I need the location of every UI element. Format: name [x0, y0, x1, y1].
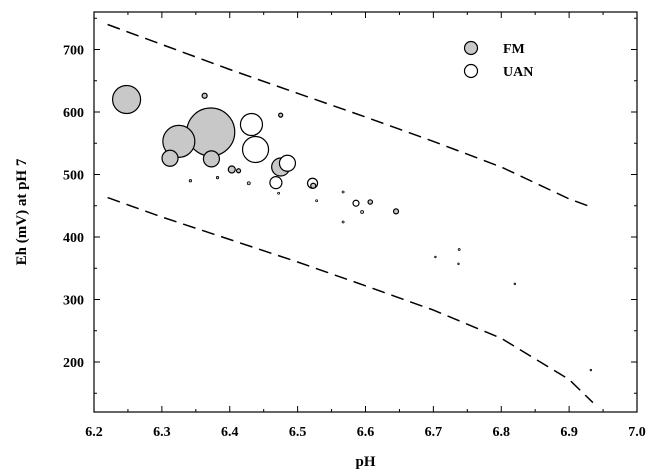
data-point-fm: [202, 150, 221, 168]
data-point-uan: [241, 135, 270, 164]
data-point-uan: [278, 154, 297, 172]
x-tick-label: 6.2: [85, 425, 103, 440]
data-point-uan: [434, 255, 437, 259]
data-point-uan: [352, 199, 360, 207]
x-tick-label: 6.8: [493, 425, 511, 440]
data-point-uan: [269, 176, 283, 190]
x-tick-label: 6.5: [289, 425, 307, 440]
data-point-fm: [227, 165, 236, 174]
bound-lines: [107, 23, 594, 404]
x-tick-label: 6.9: [560, 425, 578, 440]
data-point-fm: [367, 199, 374, 205]
upper-bound-line: [107, 23, 594, 209]
data-point-uan: [315, 199, 319, 203]
data-point-uan: [341, 190, 345, 194]
data-point-fm: [235, 168, 242, 174]
data-point-fm: [392, 208, 400, 215]
legend-marker-fm: [463, 40, 479, 56]
data-point-fm: [111, 84, 142, 115]
y-tick-label: 600: [63, 106, 84, 121]
data-point-fm: [360, 210, 365, 214]
data-point-fm: [161, 149, 179, 167]
data-point-uan: [341, 220, 345, 224]
y-tick-label: 500: [63, 169, 84, 184]
data-point-uan: [239, 112, 264, 137]
legend: FM UAN: [463, 40, 533, 80]
x-tick-label: 6.3: [153, 425, 171, 440]
y-tick-label: 200: [63, 356, 84, 371]
x-tick-label: 7.0: [628, 425, 646, 440]
y-axis-label: Eh (mV) at pH 7: [14, 158, 30, 265]
data-point-fm: [246, 181, 251, 186]
x-tick-label: 6.6: [357, 425, 375, 440]
plot-frame: [93, 11, 638, 413]
data-point-uan: [457, 262, 460, 266]
legend-marker-uan: [463, 63, 479, 79]
lower-bound-line: [107, 196, 594, 404]
legend-label-uan: UAN: [503, 65, 533, 80]
axis-ticks: 6.2 6.3 6.4 6.5 6.6 6.7 6.8 6.9 7.0 200 300 400 500 6…: [63, 12, 646, 440]
data-point-fm: [186, 107, 236, 157]
data-point-fm: [215, 176, 220, 180]
data-point-fm: [310, 182, 317, 189]
x-tick-label: 6.7: [425, 425, 443, 440]
data-point-fm: [201, 92, 208, 99]
x-tick-label: 6.4: [221, 425, 239, 440]
y-tick-label: 700: [63, 44, 84, 59]
data-point-uan: [277, 191, 281, 195]
y-tick-label: 400: [63, 231, 84, 246]
data-point-fm: [278, 112, 284, 118]
data-point-fm: [457, 248, 461, 251]
y-tick-label: 300: [63, 294, 84, 309]
x-axis-label: pH: [355, 454, 375, 470]
data-point-uan: [589, 368, 593, 372]
data-point-fm: [188, 179, 192, 183]
legend-label-fm: FM: [503, 42, 525, 57]
data-point-uan: [513, 282, 517, 286]
data-points: [111, 84, 593, 372]
data-point-fm: [162, 124, 196, 158]
